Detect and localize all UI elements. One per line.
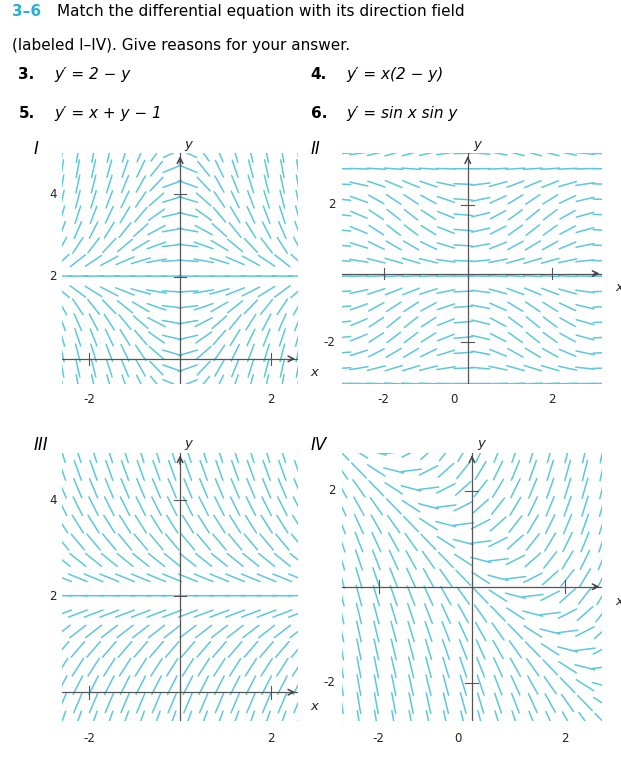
- Text: x: x: [310, 366, 318, 379]
- Text: -2: -2: [373, 732, 385, 745]
- Text: 6.: 6.: [310, 107, 327, 121]
- Text: (labeled I–IV). Give reasons for your answer.: (labeled I–IV). Give reasons for your an…: [12, 38, 350, 53]
- Text: 2: 2: [267, 732, 274, 745]
- Text: 4: 4: [49, 188, 57, 201]
- Text: III: III: [34, 436, 48, 454]
- Text: II: II: [310, 140, 320, 157]
- Text: 4: 4: [49, 494, 57, 507]
- Text: 2: 2: [328, 485, 335, 497]
- Text: y′ = sin x sin y: y′ = sin x sin y: [347, 107, 458, 121]
- Text: 5.: 5.: [19, 107, 35, 121]
- Text: 2: 2: [548, 393, 556, 406]
- Text: -2: -2: [83, 393, 95, 406]
- Text: 0: 0: [454, 732, 461, 745]
- Text: 4.: 4.: [310, 67, 327, 82]
- Text: y′ = 2 − y: y′ = 2 − y: [54, 67, 130, 82]
- Text: y: y: [185, 437, 193, 449]
- Text: 2: 2: [561, 732, 569, 745]
- Text: y: y: [477, 437, 485, 449]
- Text: 2: 2: [49, 590, 57, 603]
- Text: y′ = x + y − 1: y′ = x + y − 1: [54, 107, 162, 121]
- Text: x: x: [615, 281, 621, 294]
- Text: y′ = x(2 − y): y′ = x(2 − y): [347, 67, 443, 82]
- Text: 0: 0: [450, 393, 457, 406]
- Text: Match the differential equation with its direction field: Match the differential equation with its…: [57, 4, 465, 19]
- Text: 2: 2: [328, 199, 335, 212]
- Text: 3.: 3.: [19, 67, 35, 82]
- Text: -2: -2: [378, 393, 389, 406]
- Text: 2: 2: [267, 393, 274, 406]
- Text: -2: -2: [83, 732, 95, 745]
- Text: -2: -2: [324, 676, 335, 689]
- Text: IV: IV: [310, 436, 327, 454]
- Text: 2: 2: [49, 270, 57, 283]
- Text: x: x: [310, 700, 318, 713]
- Text: y: y: [185, 138, 193, 151]
- Text: x: x: [615, 595, 621, 607]
- Text: I: I: [34, 140, 39, 157]
- Text: 3–6: 3–6: [12, 4, 42, 19]
- Text: y: y: [473, 138, 481, 151]
- Text: -2: -2: [324, 336, 335, 349]
